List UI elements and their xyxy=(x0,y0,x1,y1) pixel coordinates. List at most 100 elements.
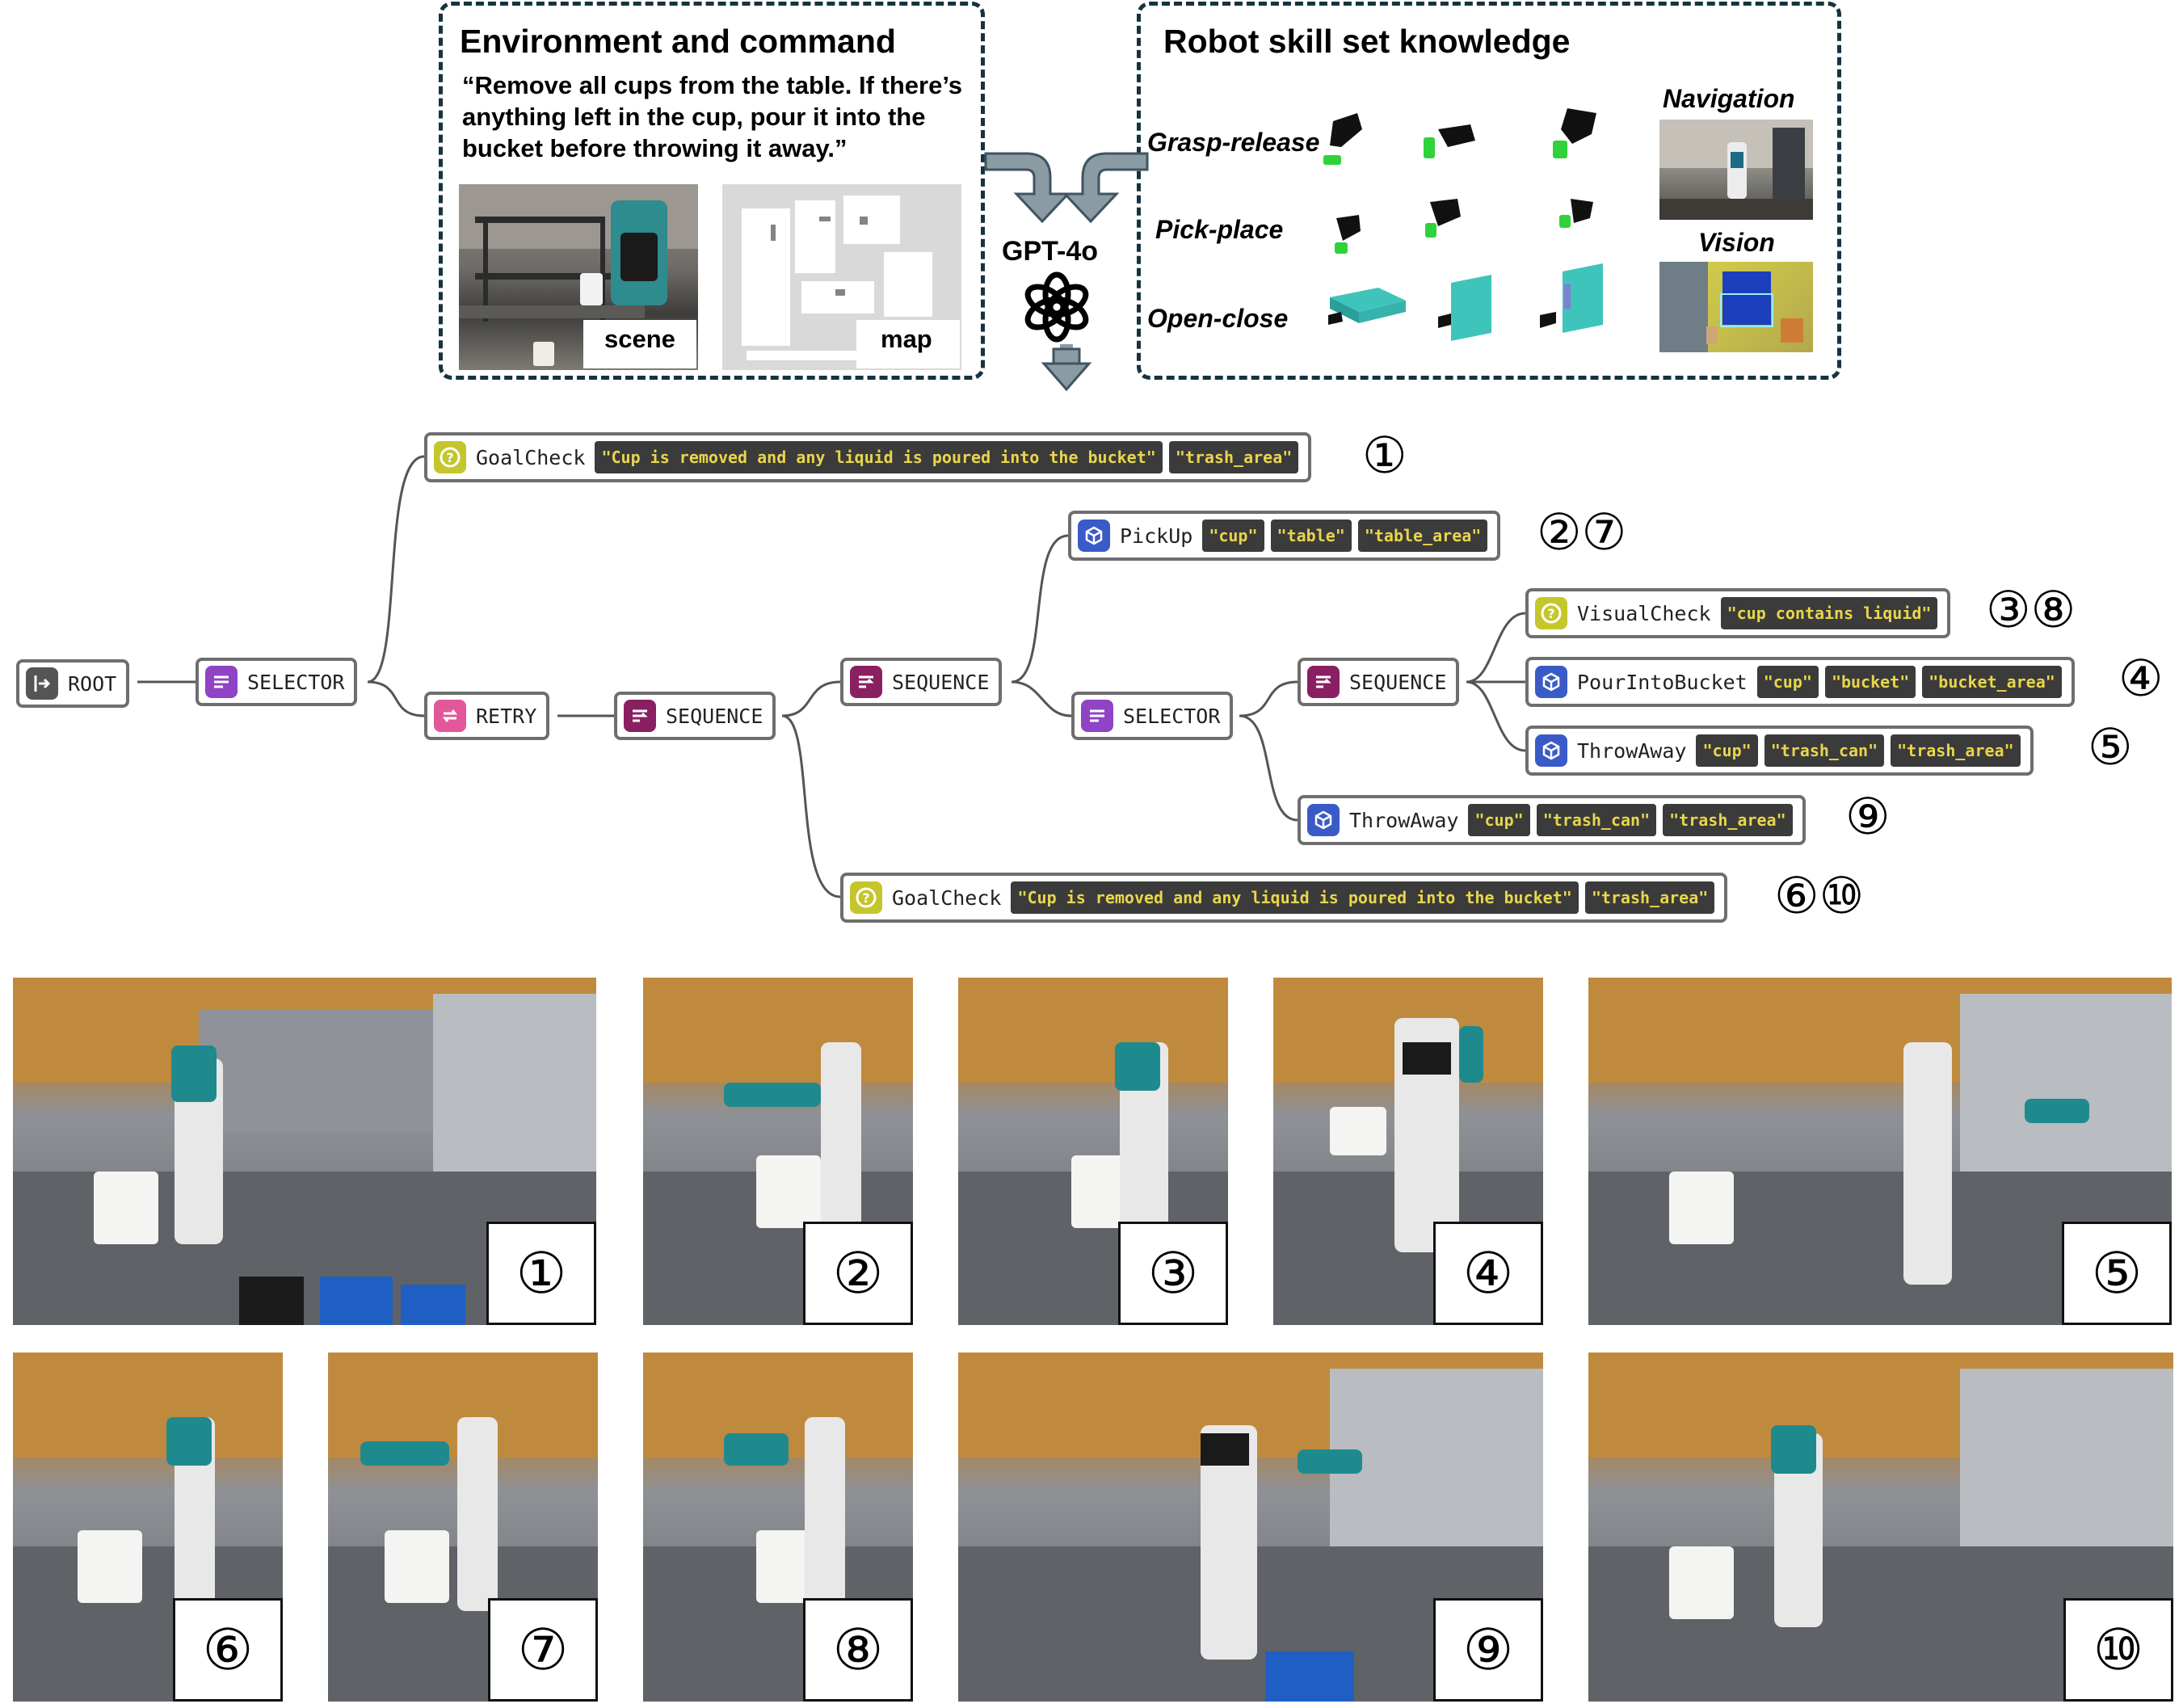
node-label: GoalCheck xyxy=(476,445,586,469)
selector-icon xyxy=(1081,700,1113,732)
tree-node-pickup[interactable]: PickUp "cup" "table" "table_area" xyxy=(1068,511,1501,561)
node-arg: "table" xyxy=(1270,520,1352,552)
node-label: ThrowAway xyxy=(1349,808,1459,832)
scene-label: scene xyxy=(604,325,675,353)
map-label-box xyxy=(856,320,960,368)
frame-badge: ③ xyxy=(1118,1222,1228,1325)
tree-node-sequence-inner[interactable]: SEQUENCE xyxy=(840,658,1003,706)
skills-to-llm-arrow-icon xyxy=(1062,152,1149,224)
node-label: GoalCheck xyxy=(892,886,1002,910)
frame-6: ⑥ xyxy=(13,1353,283,1702)
root-icon xyxy=(26,667,58,700)
node-arg: "Cup is removed and any liquid is poured… xyxy=(595,441,1163,473)
frame-badge: ⑥ xyxy=(173,1598,283,1702)
gripper-grasp-2-icon xyxy=(1424,124,1475,158)
frame-7: ⑦ xyxy=(328,1353,598,1702)
tree-node-sequence-main[interactable]: SEQUENCE xyxy=(614,692,776,740)
scene-photo xyxy=(459,184,698,370)
skill-pick-place: Pick-place xyxy=(1155,215,1284,244)
frame-badge: ④ xyxy=(1433,1222,1543,1325)
node-arg: "trash_area" xyxy=(1891,734,2021,767)
sequence-icon xyxy=(624,700,656,732)
sequence-icon xyxy=(1307,666,1340,698)
tree-node-goalcheck-bottom[interactable]: ? GoalCheck "Cup is removed and any liqu… xyxy=(840,873,1728,923)
node-arg: "cup" xyxy=(1468,804,1530,836)
vision-photo xyxy=(1659,262,1813,352)
tree-node-selector-inner[interactable]: SELECTOR xyxy=(1071,692,1234,740)
skill-panel-title: Robot skill set knowledge xyxy=(1163,23,1571,60)
skill-open-close: Open-close xyxy=(1147,304,1289,333)
step-marker: ⑥⑩ xyxy=(1774,866,1865,925)
tree-node-throwaway-a[interactable]: ThrowAway "cup" "trash_can" "trash_area" xyxy=(1525,726,2034,776)
sequence-icon xyxy=(850,666,882,698)
frame-8: ⑧ xyxy=(643,1353,913,1702)
node-label: ThrowAway xyxy=(1577,738,1687,763)
llm-label: GPT-4o xyxy=(1002,236,1099,267)
tree-node-visualcheck[interactable]: ? VisualCheck "cup contains liquid" xyxy=(1525,588,1951,638)
tree-node-root[interactable]: ROOT xyxy=(16,659,130,708)
tree-node-goalcheck-top[interactable]: ? GoalCheck "Cup is removed and any liqu… xyxy=(424,432,1312,482)
tree-node-throwaway-b[interactable]: ThrowAway "cup" "trash_can" "trash_area" xyxy=(1298,795,1806,845)
frame-5: ⑤ xyxy=(1588,978,2172,1325)
gripper-pick-2-icon xyxy=(1425,199,1461,238)
check-icon: ? xyxy=(434,441,466,473)
drawer-open-icon xyxy=(1328,288,1406,325)
vision-label: Vision xyxy=(1698,228,1775,257)
node-label: PourIntoBucket xyxy=(1577,670,1748,694)
step-marker: ④ xyxy=(2118,649,2164,708)
action-cube-icon xyxy=(1307,804,1340,836)
node-label: SEQUENCE xyxy=(892,670,990,694)
check-icon: ? xyxy=(850,881,882,914)
skill-grasp-release: Grasp-release xyxy=(1147,128,1320,157)
tree-edges xyxy=(137,455,1526,898)
gripper-grasp-3-icon xyxy=(1553,108,1596,158)
node-label: SELECTOR xyxy=(247,670,345,694)
tree-node-retry[interactable]: RETRY xyxy=(424,692,550,740)
svg-text:?: ? xyxy=(1547,606,1554,621)
node-arg: "bucket" xyxy=(1824,666,1916,698)
frame-1: ① xyxy=(13,978,596,1325)
frame-4: ④ xyxy=(1273,978,1543,1325)
node-label: SEQUENCE xyxy=(1349,670,1447,694)
gripper-pick-1-icon xyxy=(1335,215,1361,254)
node-label: VisualCheck xyxy=(1577,601,1711,625)
frame-badge: ⑧ xyxy=(803,1598,913,1702)
frame-badge: ⑨ xyxy=(1433,1598,1543,1702)
svg-text:?: ? xyxy=(862,890,869,906)
node-arg: "cup" xyxy=(1696,734,1758,767)
frame-badge: ② xyxy=(803,1222,913,1325)
node-label: SEQUENCE xyxy=(666,704,763,728)
openai-logo-icon xyxy=(1024,271,1089,343)
check-icon: ? xyxy=(1535,597,1567,629)
svg-text:?: ? xyxy=(446,450,453,465)
step-marker: ②⑦ xyxy=(1537,503,1627,562)
tree-node-sequence-check[interactable]: SEQUENCE xyxy=(1298,658,1460,706)
navigation-label: Navigation xyxy=(1663,84,1795,113)
frame-badge: ⑦ xyxy=(488,1598,598,1702)
node-arg: "trash_area" xyxy=(1168,441,1299,473)
input-arrows xyxy=(984,152,1149,392)
step-marker: ⑤ xyxy=(2088,717,2133,776)
navigation-photo xyxy=(1659,120,1813,220)
scene-label-box xyxy=(583,320,696,368)
node-label: ROOT xyxy=(68,671,117,696)
action-cube-icon xyxy=(1535,734,1567,767)
frame-badge: ⑤ xyxy=(2062,1222,2172,1325)
node-arg: "bucket_area" xyxy=(1922,666,2062,698)
tree-node-pourintobucket[interactable]: PourIntoBucket "cup" "bucket" "bucket_ar… xyxy=(1525,657,2075,707)
command-text: “Remove all cups from the table. If ther… xyxy=(462,71,963,162)
frame-badge: ① xyxy=(486,1222,596,1325)
gripper-grasp-1-icon xyxy=(1323,113,1362,165)
step-marker: ⑨ xyxy=(1845,787,1891,846)
door-closing-icon xyxy=(1438,275,1491,341)
frame-3: ③ xyxy=(958,978,1228,1325)
node-arg: "cup" xyxy=(1202,520,1264,552)
node-arg: "trash_can" xyxy=(1764,734,1885,767)
step-marker: ③⑧ xyxy=(1986,580,2076,639)
environment-panel-title: Environment and command xyxy=(460,23,896,60)
selector-icon xyxy=(205,666,238,698)
node-arg: "trash_can" xyxy=(1536,804,1657,836)
node-arg: "cup" xyxy=(1756,666,1819,698)
tree-node-selector-top[interactable]: SELECTOR xyxy=(196,658,358,706)
node-arg: "Cup is removed and any liquid is poured… xyxy=(1011,881,1579,914)
